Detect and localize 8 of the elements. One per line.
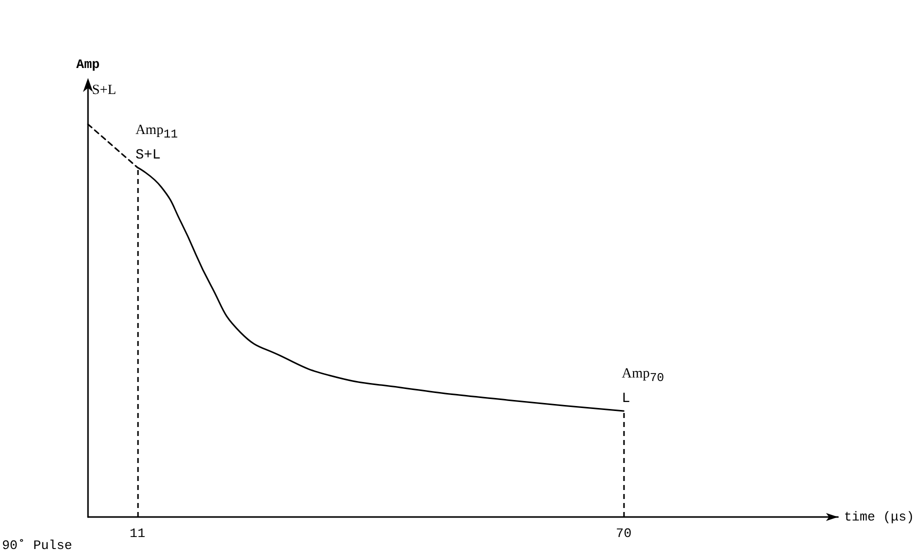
annotation: S+L (135, 147, 161, 164)
x-tick-label: 70 (616, 526, 632, 541)
annotation: S+L (92, 82, 116, 98)
x-tick-label: 11 (130, 526, 146, 541)
y-axis-title: Amp (76, 57, 100, 72)
text: 90˚ Pulse (2, 538, 72, 553)
x-axis-title: time (μs) (844, 510, 914, 524)
annotation: L (622, 390, 630, 407)
